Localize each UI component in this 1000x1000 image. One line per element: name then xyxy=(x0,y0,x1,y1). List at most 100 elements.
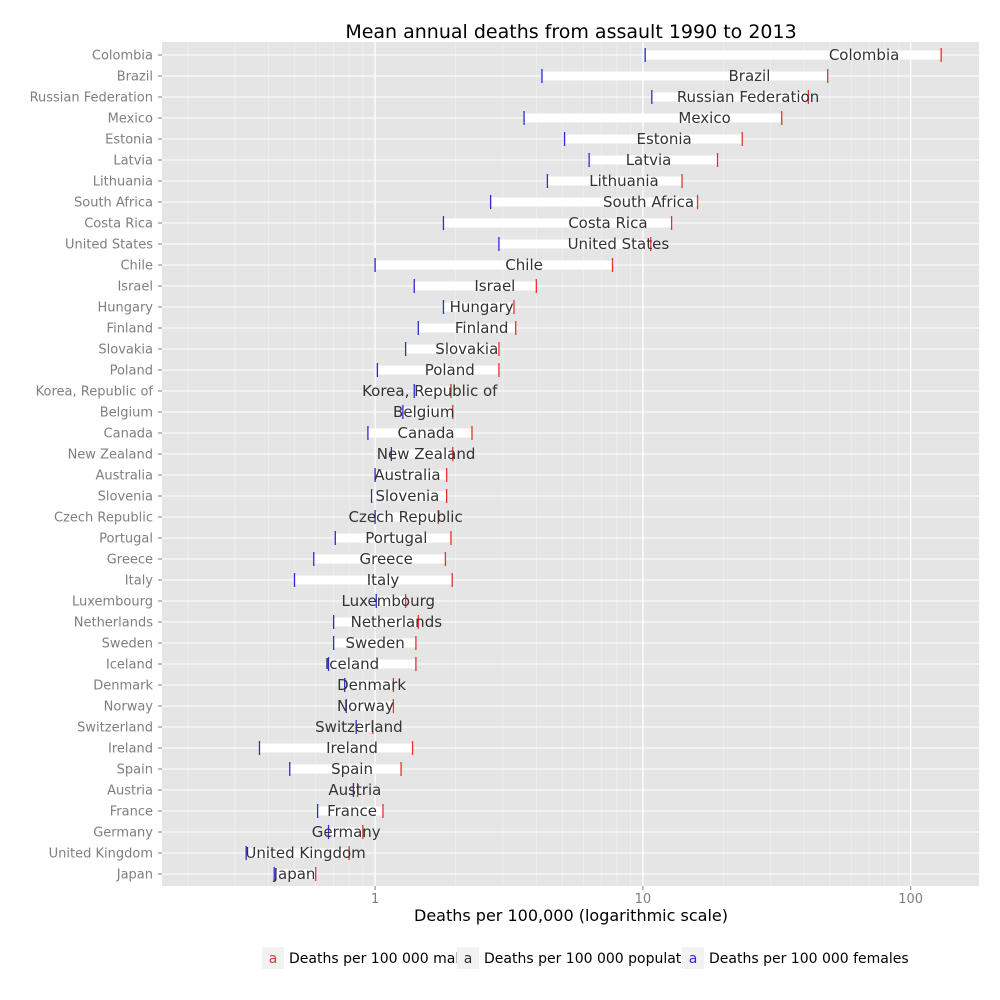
population-label: Netherlands xyxy=(351,613,443,631)
population-label: Japan xyxy=(273,865,316,883)
population-label: Korea, Republic of xyxy=(362,382,498,400)
population-label: Iceland xyxy=(325,655,379,673)
y-tick-label: Italy xyxy=(125,574,154,589)
x-tick-label: 1 xyxy=(371,892,379,907)
range-bar xyxy=(333,638,416,648)
population-label: Greece xyxy=(359,550,412,568)
y-tick-label: Slovakia xyxy=(98,343,153,358)
y-tick-label: Mexico xyxy=(108,112,153,127)
y-tick-label: Iceland xyxy=(106,658,153,673)
y-tick-label: Israel xyxy=(117,280,153,295)
range-bar xyxy=(414,281,537,291)
range-bar xyxy=(371,491,447,501)
population-label: Latvia xyxy=(626,151,672,169)
y-tick-label: Lithuania xyxy=(93,175,153,190)
y-tick-label: Netherlands xyxy=(74,616,153,631)
y-tick-label: Chile xyxy=(120,259,153,274)
population-label: Norway xyxy=(337,697,394,715)
range-bar xyxy=(344,680,394,690)
y-tick-label: Hungary xyxy=(97,301,153,316)
range-bar xyxy=(402,407,453,417)
y-tick-label: Switzerland xyxy=(77,721,153,736)
population-label: Australia xyxy=(374,466,440,484)
range-bar-layer xyxy=(246,50,942,879)
population-label: France xyxy=(327,802,377,820)
y-tick-label: United Kingdom xyxy=(49,847,153,862)
range-bar xyxy=(524,113,782,123)
x-tick-label: 100 xyxy=(898,892,923,907)
range-bar xyxy=(356,722,373,732)
population-label: Italy xyxy=(367,571,400,589)
y-tick-label: United States xyxy=(65,238,153,253)
population-label: Israel xyxy=(474,277,515,295)
range-bar xyxy=(375,512,439,522)
range-bar xyxy=(490,197,698,207)
population-label: Brazil xyxy=(729,67,771,85)
range-bar xyxy=(353,785,358,795)
range-bar xyxy=(246,848,350,858)
population-label: Denmark xyxy=(337,676,406,694)
range-bar xyxy=(333,617,419,627)
population-label: Luxembourg xyxy=(342,592,436,610)
population-label: Estonia xyxy=(636,130,691,148)
population-label: Czech Republic xyxy=(349,508,463,526)
y-tick-label: Poland xyxy=(110,364,153,379)
y-tick-label: Estonia xyxy=(105,133,153,148)
y-tick-label: Canada xyxy=(104,427,153,442)
plot-panel xyxy=(162,42,979,886)
range-bar xyxy=(367,428,472,438)
population-label: Slovenia xyxy=(375,487,439,505)
range-bar xyxy=(375,470,447,480)
y-tick-label: Korea, Republic of xyxy=(36,385,154,400)
chart-title: Mean annual deaths from assault 1990 to … xyxy=(345,21,796,43)
range-bar xyxy=(317,806,383,816)
range-bar xyxy=(418,323,516,333)
range-bar xyxy=(443,218,672,228)
population-label: Belgium xyxy=(393,403,455,421)
y-tick-label: Costa Rica xyxy=(84,217,153,232)
population-label: Switzerland xyxy=(315,718,403,736)
population-label: United Kingdom xyxy=(245,844,365,862)
range-bar xyxy=(564,134,743,144)
marker-layer xyxy=(245,48,942,881)
y-axis-ticks: Colombia Brazil Russian Federation Mexico Es… xyxy=(30,49,162,883)
population-label: Spain xyxy=(331,760,373,778)
range-bar xyxy=(335,533,451,543)
y-tick-label: South Africa xyxy=(74,196,153,211)
range-bar xyxy=(328,659,416,669)
legend-label-population: Deaths per 100 000 population xyxy=(484,951,703,967)
range-bar xyxy=(274,869,316,879)
population-label: Finland xyxy=(455,319,509,337)
country-label-layer: Colombia Brazil Russian Federation Mexico Es… xyxy=(245,46,899,883)
range-bar xyxy=(405,344,499,354)
range-bar xyxy=(443,302,514,312)
range-bar xyxy=(377,365,499,375)
y-tick-label: Luxembourg xyxy=(72,595,153,610)
range-bar xyxy=(294,575,453,585)
y-tick-label: Denmark xyxy=(93,679,153,694)
y-tick-label: France xyxy=(110,805,153,820)
range-bar xyxy=(346,701,394,711)
range-bar xyxy=(328,827,363,837)
y-tick-label: Portugal xyxy=(99,532,153,547)
y-tick-label: Spain xyxy=(117,763,153,778)
legend-key-females xyxy=(682,947,704,969)
x-axis-ticks: 1 10 100 xyxy=(371,886,923,907)
legend-label-females: Deaths per 100 000 females xyxy=(709,951,909,967)
range-bar xyxy=(376,596,406,606)
range-bar xyxy=(391,449,453,459)
y-tick-label: Austria xyxy=(107,784,153,799)
legend-glyph-population: a xyxy=(464,951,473,967)
population-label: Colombia xyxy=(829,46,900,64)
y-tick-label: Germany xyxy=(93,826,153,841)
y-tick-label: Czech Republic xyxy=(54,511,153,526)
population-label: Slovakia xyxy=(435,340,498,358)
range-bar xyxy=(289,764,402,774)
y-tick-label: Japan xyxy=(116,868,153,883)
population-label: New Zealand xyxy=(377,445,476,463)
population-label: Costa Rica xyxy=(568,214,647,232)
y-tick-label: Brazil xyxy=(117,70,153,85)
population-label: South Africa xyxy=(603,193,694,211)
